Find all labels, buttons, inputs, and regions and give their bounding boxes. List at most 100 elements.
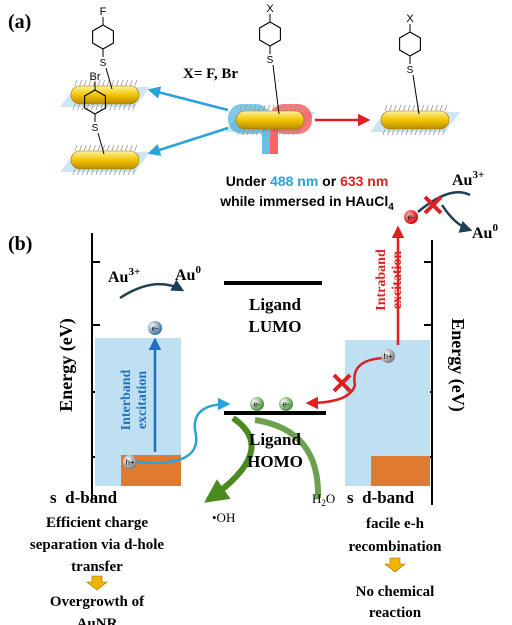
interband-label: Interband <box>119 369 134 430</box>
outcome-line: Efficient charge <box>46 515 148 531</box>
panel-label: (a) <box>8 11 31 33</box>
outcome-line: recombination <box>348 539 442 555</box>
band-label: s d-band <box>347 488 415 507</box>
benzene-ring <box>93 25 114 49</box>
homo-label: HOMO <box>247 452 303 471</box>
ligand-hair <box>116 80 118 86</box>
ligand-hair <box>75 145 77 151</box>
ligand-hair <box>75 80 77 86</box>
ligand-hair <box>121 145 123 151</box>
ligand-hair <box>130 145 132 151</box>
figure: FSBrSXSXSe-e-e-e-h+h+ (a) X= F, Br Under… <box>0 0 512 625</box>
ligand-hair <box>440 105 442 111</box>
ligand-hair <box>89 145 91 151</box>
caption-part: Under <box>226 173 270 189</box>
substituent: Br <box>90 71 101 83</box>
arrow <box>442 205 470 230</box>
ligand-hair <box>422 105 424 111</box>
outcome-line: No chemical <box>356 584 435 600</box>
arrow <box>150 128 228 153</box>
carrier-label: e- <box>282 400 289 409</box>
interband-label: excitation <box>135 371 150 430</box>
charge: 3+ <box>472 169 484 181</box>
axis-label: Energy (eV) <box>56 318 77 411</box>
ligand-hair <box>390 105 392 111</box>
outcome-line: reaction <box>369 605 422 621</box>
axis-label: Energy (eV) <box>447 318 468 411</box>
outcome-line: separation via d-hole <box>30 537 165 553</box>
page: {"panel_a":{"label":"(a)","substituent_n… <box>0 0 512 625</box>
caption: Under 488 nm or 633 nm <box>226 173 389 189</box>
carrier-label: e- <box>253 400 260 409</box>
water: H2O <box>312 491 335 508</box>
nanorod <box>71 151 139 169</box>
ligand-hair <box>408 105 410 111</box>
benzene-ring <box>260 22 281 46</box>
nanorod <box>236 111 304 129</box>
panel-label: (b) <box>8 233 32 255</box>
sulfur: S <box>267 55 274 66</box>
caption-part: while immersed in HAuCl <box>219 193 388 209</box>
ligand-hair <box>116 145 118 151</box>
substituent: F <box>100 6 107 18</box>
sulfur: S <box>100 58 107 69</box>
ligand-hair <box>112 80 114 86</box>
caption-part: 633 nm <box>340 173 388 189</box>
ligand-hair <box>135 80 137 86</box>
ligand-hair <box>403 105 405 111</box>
symbol: Au <box>452 172 473 189</box>
left-outcome: Efficient charge separation via d-hole t… <box>30 515 165 625</box>
outcome-line: Overgrowth of <box>50 594 145 610</box>
homo-label: Ligand <box>249 430 302 449</box>
ligand-hair <box>121 80 123 86</box>
metal: Au0 <box>472 222 498 242</box>
ligand-hair <box>426 105 428 111</box>
ligand-hair <box>399 105 401 111</box>
hydroxyl: •OH <box>212 510 235 525</box>
ligand-hair <box>80 145 82 151</box>
band-label: s d-band <box>50 488 118 507</box>
ligand-hair <box>436 105 438 111</box>
sulfur: S <box>92 123 99 134</box>
carrier-label: e- <box>151 324 158 333</box>
carrier-label: h+ <box>125 458 134 467</box>
caption: while immersed in HAuCl4 <box>219 193 394 213</box>
ligand-hair <box>394 105 396 111</box>
ligand-hair <box>98 145 100 151</box>
ligand-hair <box>431 105 433 111</box>
water-part: H <box>312 491 321 506</box>
benzene-ring <box>400 32 421 56</box>
ligand-hair <box>268 105 270 111</box>
ion: Au3+ <box>108 266 140 286</box>
symbol: Au <box>175 267 196 284</box>
subscript: 4 <box>388 202 394 213</box>
arrow <box>150 90 228 110</box>
intraband-label: excitation <box>390 251 405 310</box>
lumo-label: LUMO <box>249 317 302 336</box>
arrow <box>208 418 252 500</box>
carrier-label: h+ <box>383 352 392 361</box>
ligand-hair <box>413 105 415 111</box>
substituent: X <box>406 13 414 25</box>
arrow <box>120 284 182 298</box>
ligand-hair <box>84 80 86 86</box>
substituent-note: X= F, Br <box>183 66 238 82</box>
ligand-hair <box>112 145 114 151</box>
water-part: O <box>326 491 335 506</box>
ion: Au3+ <box>452 169 484 189</box>
caption-part: 488 nm <box>270 173 318 189</box>
symbol: Au <box>472 225 493 242</box>
caption-part: or <box>318 173 340 189</box>
d-band <box>371 456 430 486</box>
ligand-hair <box>107 145 109 151</box>
outcome-line: AuNR <box>77 616 118 625</box>
ligand-hair <box>385 105 387 111</box>
substituent: X <box>266 3 274 15</box>
metal: Au0 <box>175 264 201 284</box>
charge: 0 <box>492 222 498 234</box>
symbol: Au <box>108 269 129 286</box>
nanorod <box>381 111 449 129</box>
ligand-hair <box>126 80 128 86</box>
ligand-hair <box>126 145 128 151</box>
ligand-hair <box>135 145 137 151</box>
